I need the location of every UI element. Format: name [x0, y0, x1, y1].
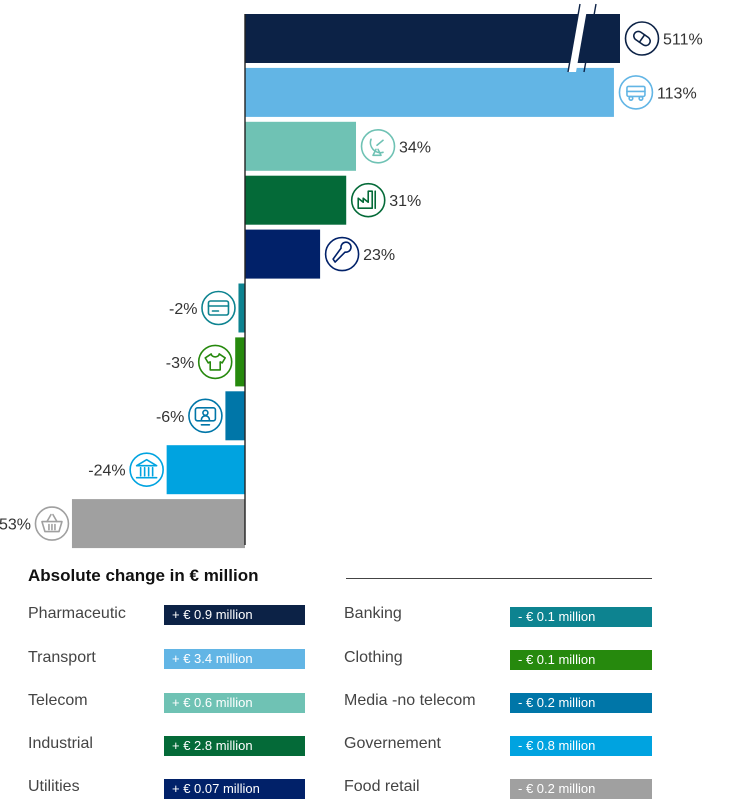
bar-transport	[245, 67, 614, 117]
bar-media-no-telecom	[225, 391, 245, 441]
bar-banking	[238, 283, 245, 333]
bar-telecom	[245, 121, 357, 171]
legend-name-clothing: Clothing	[344, 649, 403, 666]
legend-name-transport: Transport	[28, 649, 96, 666]
legend-value-clothing: - € 0.1 million	[510, 650, 652, 670]
bar-utilities	[245, 229, 321, 279]
legend-title: Absolute change in € million	[28, 566, 259, 585]
satellite-dish-icon	[360, 129, 396, 164]
shopping-basket-icon	[34, 506, 70, 541]
legend-value-utilities: + € 0.07 million	[164, 779, 305, 799]
value-label-pharmaceutic: 511%	[663, 32, 703, 49]
legend-name-media: Media -no telecom	[344, 692, 476, 709]
bar-pharmaceutic	[245, 14, 620, 63]
bar-food-retail	[71, 499, 245, 549]
bar-governement	[166, 445, 245, 495]
value-label-industrial: 31%	[389, 193, 421, 210]
legend-value-pharmaceutic: + € 0.9 million	[164, 605, 305, 625]
wrench-icon	[324, 236, 360, 272]
legend-value-banking: - € 0.1 million	[510, 607, 652, 627]
credit-card-icon	[201, 290, 236, 326]
monitor-icon	[188, 398, 223, 434]
legend-value-food-retail: - € 0.2 million	[510, 779, 652, 799]
legend-value-telecom: + € 0.6 million	[164, 693, 305, 713]
government-building-icon	[129, 452, 164, 488]
legend-title-rule	[346, 578, 652, 579]
legend-name-industrial: Industrial	[28, 735, 93, 752]
bar-chart: 511% 113% 34% 31% 23% -2% -3% -6% -24% -53%	[0, 3, 703, 549]
legend-name-banking: Banking	[344, 605, 402, 622]
truck-icon	[618, 75, 654, 110]
axis-break-mark	[567, 3, 597, 73]
value-label-transport: 113%	[657, 85, 697, 102]
tshirt-icon	[197, 344, 233, 380]
bar-industrial	[245, 175, 347, 225]
value-label-food-retail: -53%	[0, 517, 31, 534]
legend-value-media: - € 0.2 million	[510, 693, 652, 713]
pill-icon	[624, 21, 660, 56]
value-label-utilities: 23%	[363, 247, 395, 264]
value-label-media-no-telecom: -6%	[156, 409, 184, 426]
value-label-banking: -2%	[169, 301, 197, 318]
legend-value-government: - € 0.8 million	[510, 736, 652, 756]
factory-icon	[350, 182, 386, 218]
legend-name-food-retail: Food retail	[344, 778, 420, 795]
bar-clothing	[235, 337, 245, 387]
legend-name-government: Governement	[344, 735, 441, 752]
legend-name-pharmaceutic: Pharmaceutic	[28, 605, 126, 622]
legend-name-telecom: Telecom	[28, 692, 88, 709]
legend-value-transport: + € 3.4 million	[164, 649, 305, 669]
value-label-clothing: -3%	[166, 355, 194, 372]
legend-value-industrial: + € 2.8 million	[164, 736, 305, 756]
value-label-telecom: 34%	[399, 139, 431, 156]
value-label-governement: -24%	[88, 463, 125, 480]
legend-name-utilities: Utilities	[28, 778, 80, 795]
